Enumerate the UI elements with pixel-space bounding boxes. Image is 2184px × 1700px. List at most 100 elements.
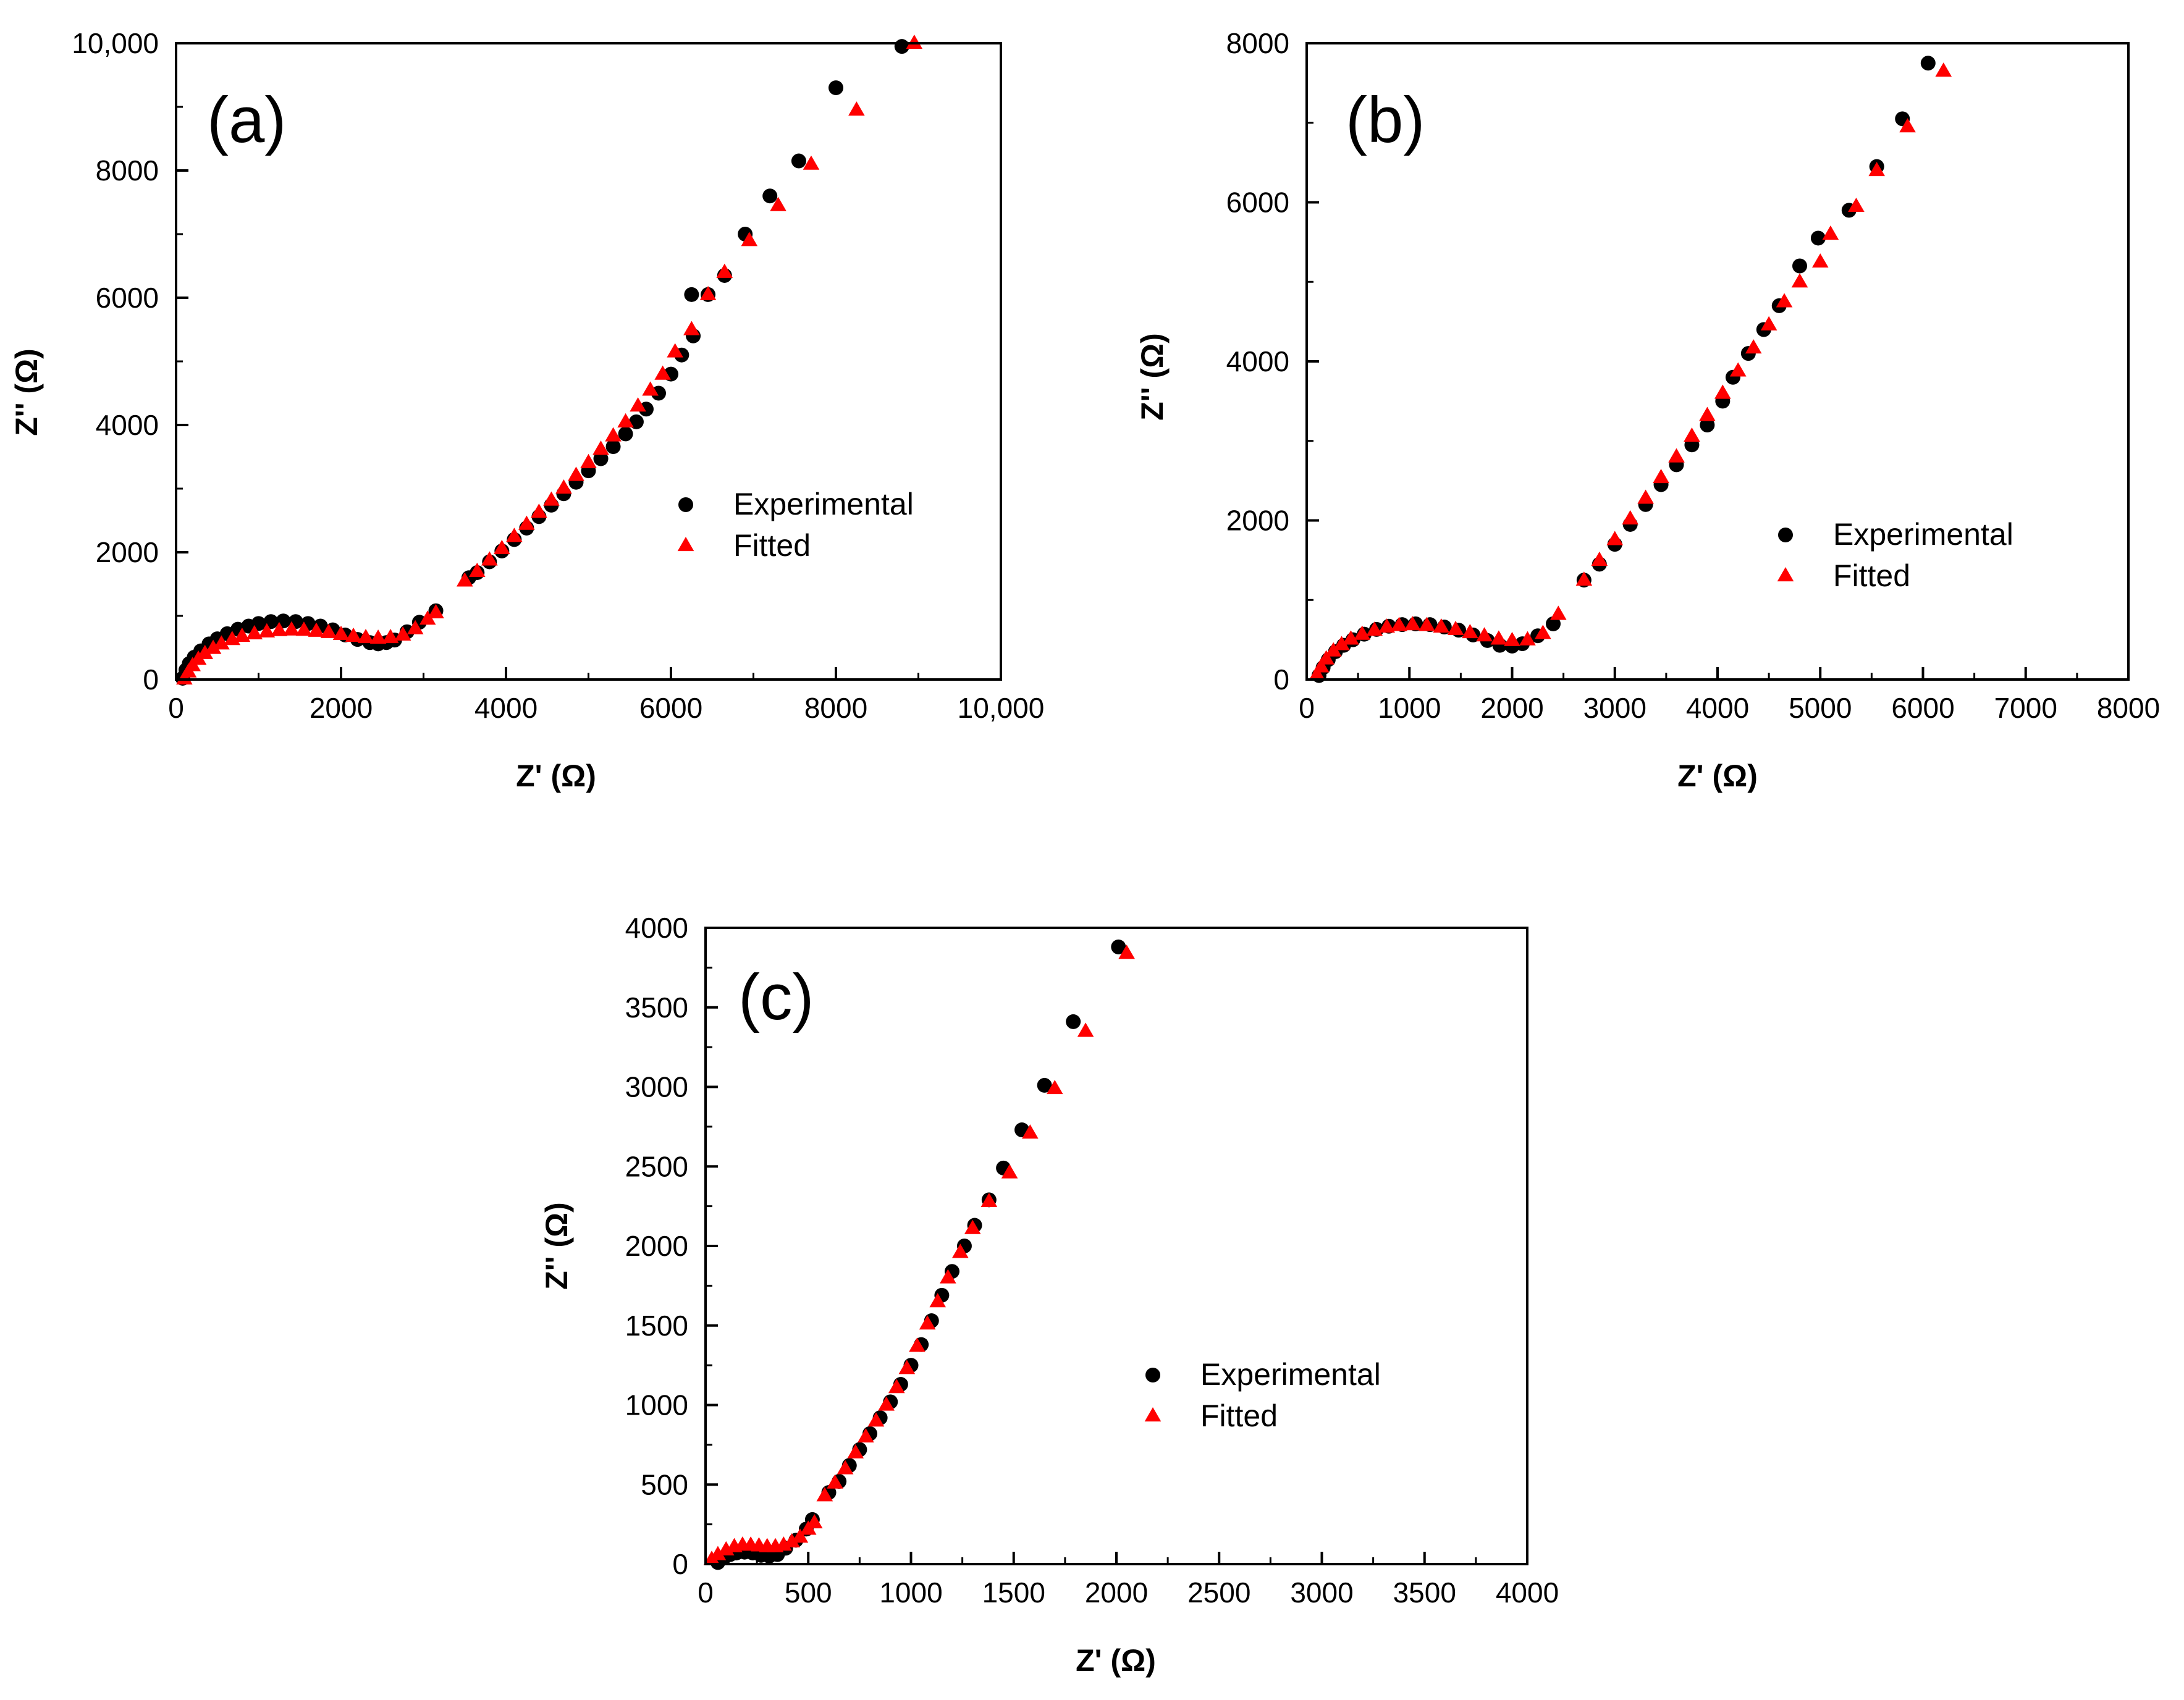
point-experimental	[1037, 1077, 1052, 1093]
legend-marker-fitted	[1144, 1407, 1162, 1422]
point-experimental	[1111, 939, 1126, 954]
y-axis: 0 2000 4000 6000 8000 10,000	[72, 27, 188, 696]
point-fitted	[1519, 631, 1536, 646]
point-fitted	[1312, 658, 1330, 673]
x-tick-label: 4000	[474, 692, 538, 724]
point-fitted	[847, 1444, 864, 1458]
point-fitted	[357, 629, 374, 644]
point-fitted	[630, 397, 646, 412]
x-tick-label: 4000	[1496, 1576, 1559, 1609]
point-fitted	[1729, 362, 1747, 377]
point-fitted	[683, 321, 700, 335]
point-fitted	[1354, 625, 1371, 640]
x-tick-label: 500	[785, 1576, 832, 1609]
point-fitted	[709, 1546, 727, 1560]
x-axis: 0 2000 4000 6000 8000 10,000	[168, 667, 1044, 724]
point-experimental	[605, 439, 621, 455]
point-fitted	[1699, 406, 1716, 421]
point-fitted	[332, 625, 350, 640]
panel-a: (a) 0 2000 4000 6000 8000 10,000 0 2000 4000 600…	[9, 27, 1044, 793]
point-fitted	[592, 440, 609, 455]
legend-label-experimental: Experimental	[1833, 517, 2013, 552]
point-fitted	[308, 622, 325, 637]
point-fitted	[1391, 616, 1407, 631]
point-fitted	[1653, 468, 1669, 484]
point-fitted	[783, 1533, 800, 1548]
point-fitted	[803, 155, 820, 170]
point-fitted	[1476, 627, 1493, 642]
y-tick-label: 8000	[1226, 27, 1289, 59]
point-fitted	[518, 515, 535, 530]
plot-frame	[175, 42, 1002, 681]
x-tick-label: 10,000	[958, 692, 1045, 724]
y-tick-label: 0	[672, 1548, 688, 1580]
x-tick-label: 1000	[1378, 692, 1441, 724]
point-fitted	[770, 196, 786, 211]
x-tick-label: 0	[1299, 692, 1315, 724]
y-tick-label: 4000	[625, 912, 688, 944]
x-tick-label: 8000	[804, 692, 867, 724]
point-experimental	[894, 39, 909, 54]
point-fitted	[1309, 666, 1325, 681]
point-fitted	[1419, 616, 1435, 631]
x-axis: 0 1000 2000 3000 4000 5000 6000 7000 8000	[1299, 667, 2160, 724]
point-fitted	[952, 1243, 969, 1258]
data-points	[175, 35, 923, 686]
point-fitted	[1504, 631, 1520, 647]
x-axis-title: Z' (Ω)	[516, 759, 596, 793]
x-tick-label: 0	[168, 692, 184, 724]
point-fitted	[1535, 625, 1551, 639]
point-fitted	[605, 427, 622, 442]
y-tick-label: 4000	[96, 409, 159, 441]
y-tick-label: 2000	[1226, 505, 1289, 537]
point-experimental	[828, 80, 843, 96]
point-experimental	[791, 153, 806, 169]
x-tick-label: 3000	[1583, 692, 1646, 724]
point-fitted	[1668, 448, 1685, 463]
point-fitted	[555, 479, 572, 494]
legend-marker-experimental	[1778, 528, 1793, 542]
point-fitted	[617, 413, 634, 427]
point-fitted	[1776, 293, 1793, 308]
x-tick-label: 3500	[1393, 1576, 1456, 1609]
y-tick-label: 1000	[625, 1389, 688, 1421]
point-fitted	[980, 1192, 998, 1207]
y-tick-label: 6000	[96, 282, 159, 314]
plot-frame	[1305, 42, 2130, 681]
legend: Experimental Fitted	[1144, 1357, 1381, 1433]
point-fitted	[246, 625, 263, 639]
point-experimental	[1700, 418, 1715, 432]
point-fitted	[1822, 225, 1839, 240]
point-fitted	[1745, 339, 1762, 354]
legend: Experimental Fitted	[677, 487, 914, 563]
point-fitted	[1433, 618, 1450, 633]
y-axis-title: Z'' (Ω)	[539, 1202, 574, 1290]
point-fitted	[494, 539, 510, 554]
point-fitted	[428, 604, 444, 618]
point-fitted	[1637, 489, 1654, 504]
point-fitted	[827, 1474, 843, 1489]
x-tick-label: 2000	[1085, 1576, 1148, 1609]
point-fitted	[506, 528, 523, 542]
point-fitted	[1935, 62, 1952, 77]
point-fitted	[258, 623, 276, 638]
point-fitted	[716, 263, 733, 278]
y-tick-label: 1500	[625, 1310, 688, 1342]
point-fitted	[419, 610, 436, 625]
point-fitted	[867, 1412, 885, 1427]
x-tick-label: 6000	[639, 692, 702, 724]
y-tick-label: 2000	[625, 1230, 688, 1262]
point-fitted	[394, 626, 411, 641]
y-tick-label: 10,000	[72, 27, 159, 59]
legend-marker-experimental	[678, 497, 693, 512]
point-fitted	[919, 1315, 936, 1330]
legend-label-experimental: Experimental	[733, 487, 914, 521]
panel-label: (a)	[207, 84, 286, 156]
legend-marker-experimental	[1145, 1368, 1160, 1382]
x-axis-title: Z' (Ω)	[1076, 1643, 1156, 1678]
y-axis-title: Z'' (Ω)	[9, 348, 44, 436]
point-experimental	[762, 188, 778, 204]
y-tick-label: 0	[143, 663, 159, 696]
point-fitted	[320, 623, 337, 638]
